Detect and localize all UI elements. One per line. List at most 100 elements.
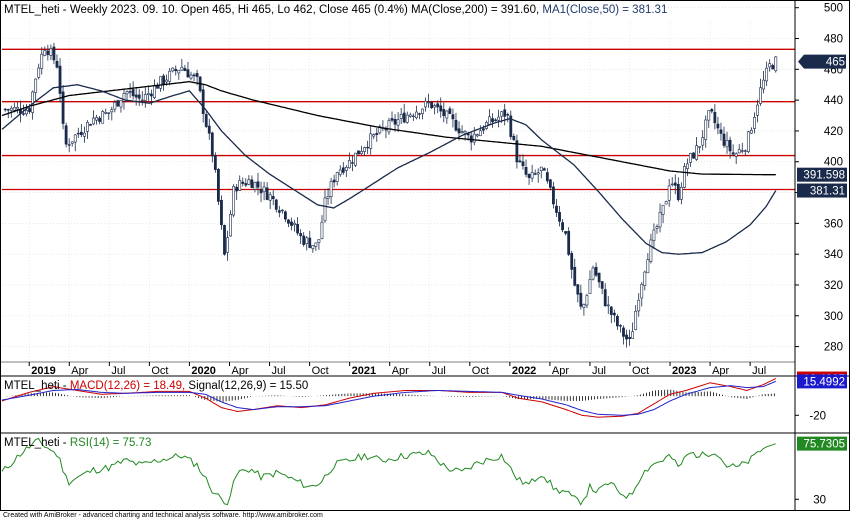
- candle-body: [220, 199, 223, 226]
- candle-body: [375, 133, 379, 135]
- candle-body: [201, 89, 205, 115]
- candle-body: [661, 204, 665, 215]
- price-tick-label: 500: [824, 3, 843, 15]
- ma200-tag-text: 391.598: [803, 170, 845, 182]
- candle-body: [299, 233, 303, 237]
- candle-body: [615, 315, 619, 327]
- candle-body: [591, 267, 595, 280]
- candle-body: [491, 118, 494, 123]
- candle-body: [9, 107, 13, 111]
- candle-body: [232, 186, 236, 216]
- candle-body: [527, 173, 531, 179]
- candle-body: [259, 189, 263, 194]
- candle-body: [579, 292, 583, 307]
- candle-body: [204, 114, 208, 127]
- candle-body: [265, 187, 269, 200]
- candle-body: [622, 327, 625, 337]
- candle-body: [92, 117, 95, 125]
- date-tick-label: Oct: [151, 365, 168, 377]
- candle-body: [372, 134, 376, 137]
- candle-body: [448, 108, 452, 114]
- candle-body: [226, 237, 229, 253]
- candle-body: [37, 67, 41, 78]
- candle-body: [268, 194, 272, 201]
- candle-body: [509, 115, 513, 137]
- candle-body: [463, 130, 467, 134]
- candle-body: [524, 166, 528, 175]
- candle-body: [341, 167, 345, 173]
- candle-body: [506, 114, 510, 116]
- candle-body: [658, 211, 662, 228]
- candle-body: [238, 180, 242, 191]
- candle-body: [174, 68, 178, 72]
- candle-body: [405, 114, 409, 123]
- candlestick-series: [3, 42, 778, 348]
- candle-body: [335, 172, 339, 182]
- candle-body: [366, 146, 370, 149]
- candle-body: [192, 74, 196, 77]
- candle-body: [606, 304, 610, 307]
- rsi-tag: 75.7305: [797, 436, 847, 451]
- candle-body: [731, 152, 735, 155]
- price-tick-label: 320: [824, 280, 843, 292]
- candle-body: [351, 162, 354, 164]
- candle-body: [183, 68, 187, 72]
- candle-body: [561, 222, 564, 231]
- candle-body: [402, 112, 406, 123]
- candle-body: [399, 114, 403, 119]
- candle-body: [670, 183, 674, 186]
- candle-body: [189, 74, 193, 79]
- candle-body: [146, 93, 150, 96]
- candle-body: [296, 223, 299, 234]
- signal-line: [1, 380, 776, 416]
- ma50-tag: 381.31: [797, 183, 847, 198]
- macd-tick-label: -20: [809, 410, 826, 422]
- candle-body: [536, 172, 540, 175]
- candle-body: [177, 70, 181, 74]
- candle-body: [746, 131, 750, 153]
- candle-body: [262, 186, 266, 193]
- candle-body: [533, 173, 537, 175]
- candle-body: [664, 201, 668, 205]
- rsi-pane-title: MTEL_heti - RSI(14) = 75.73: [4, 437, 151, 449]
- candle-body: [743, 150, 747, 152]
- candle-body: [284, 211, 287, 220]
- candle-body: [159, 76, 162, 89]
- candle-body: [612, 312, 616, 316]
- candle-body: [122, 93, 126, 102]
- candle-body: [384, 128, 388, 131]
- rsi-tag-text: 75.7305: [803, 439, 845, 451]
- candle-body: [430, 101, 434, 109]
- candle-body: [597, 272, 601, 283]
- candle-body: [79, 131, 83, 136]
- price-tick-label: 280: [824, 342, 843, 354]
- date-tick-label: 2021: [352, 365, 376, 377]
- candle-body: [643, 271, 647, 286]
- candle-body: [128, 91, 132, 93]
- candle-body: [180, 66, 184, 71]
- candle-body: [308, 237, 312, 248]
- candle-body: [704, 119, 708, 140]
- candle-body: [655, 226, 659, 229]
- candle-body: [646, 259, 650, 274]
- candle-body: [46, 50, 50, 55]
- price-tick-label: 400: [824, 157, 843, 169]
- price-tag: 465: [798, 54, 846, 69]
- date-tick-label: Apr: [712, 365, 729, 377]
- candle-body: [753, 117, 756, 129]
- ma50-tag-text: 381.31: [810, 186, 845, 198]
- candle-body: [445, 110, 449, 119]
- candle-body: [625, 334, 628, 340]
- candle-body: [500, 111, 504, 117]
- candle-body: [207, 125, 211, 134]
- date-tick-label: Oct: [472, 365, 489, 377]
- candle-body: [573, 266, 577, 286]
- candle-body: [354, 152, 357, 166]
- candle-body: [55, 60, 59, 68]
- candle-body: [424, 100, 427, 108]
- candle-body: [576, 284, 580, 295]
- date-tick-label: Jul: [432, 365, 446, 377]
- candle-body: [673, 182, 677, 186]
